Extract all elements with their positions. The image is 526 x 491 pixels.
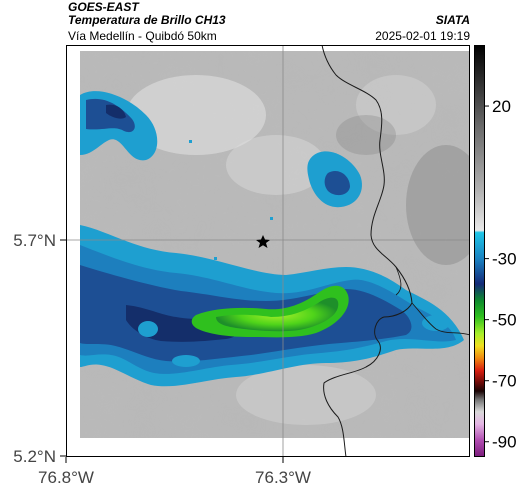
timestamp-label: 2025-02-01 19:19 — [375, 29, 470, 43]
region-subtitle: Vía Medellín - Quibdó 50km — [68, 29, 217, 43]
colorbar-tick-label: -50 — [492, 311, 517, 330]
y-tick-label: 5.7°N — [13, 231, 56, 250]
colorbar-tick-label: -30 — [492, 250, 517, 269]
y-tick-label: 5.2°N — [13, 447, 56, 466]
map-border — [66, 45, 470, 457]
station-marker-star — [256, 235, 270, 248]
department-boundary — [321, 45, 413, 457]
warm-patch — [126, 75, 266, 155]
temperature-colorbar: 20 -30 -50 -70 -90 — [474, 45, 517, 457]
x-tick-label: 76.8°W — [38, 468, 94, 487]
colorbar-ticks: 20 -30 -50 -70 -90 — [485, 97, 517, 452]
cold-cloud-northwest — [80, 91, 158, 161]
colorbar-border — [474, 45, 485, 457]
colorbar-tick-label: 20 — [492, 97, 511, 116]
colorbar-tick-label: -90 — [492, 433, 517, 452]
organization-label: SIATA — [435, 13, 470, 27]
cold-cloud-northeast — [307, 151, 362, 208]
municipal-boundary — [411, 302, 470, 336]
cold-speck — [270, 217, 273, 220]
cold-speck — [189, 140, 192, 143]
warm-patch — [236, 365, 376, 425]
warm-patch — [356, 75, 436, 135]
x-tick-label: 76.3°W — [255, 468, 311, 487]
municipal-boundary — [395, 266, 402, 296]
cool-patch — [406, 145, 470, 265]
colorbar-tick-label: -70 — [492, 372, 517, 391]
colorbar-gradient — [474, 45, 485, 457]
convective-band — [80, 225, 464, 387]
satellite-title: GOES-EAST — [68, 0, 139, 14]
product-title: Temperatura de Brillo CH13 — [68, 13, 226, 27]
cold-speck — [214, 257, 217, 260]
cool-patch — [336, 115, 396, 155]
brightness-temperature-map[interactable] — [66, 45, 470, 457]
warm-patch — [226, 135, 326, 195]
